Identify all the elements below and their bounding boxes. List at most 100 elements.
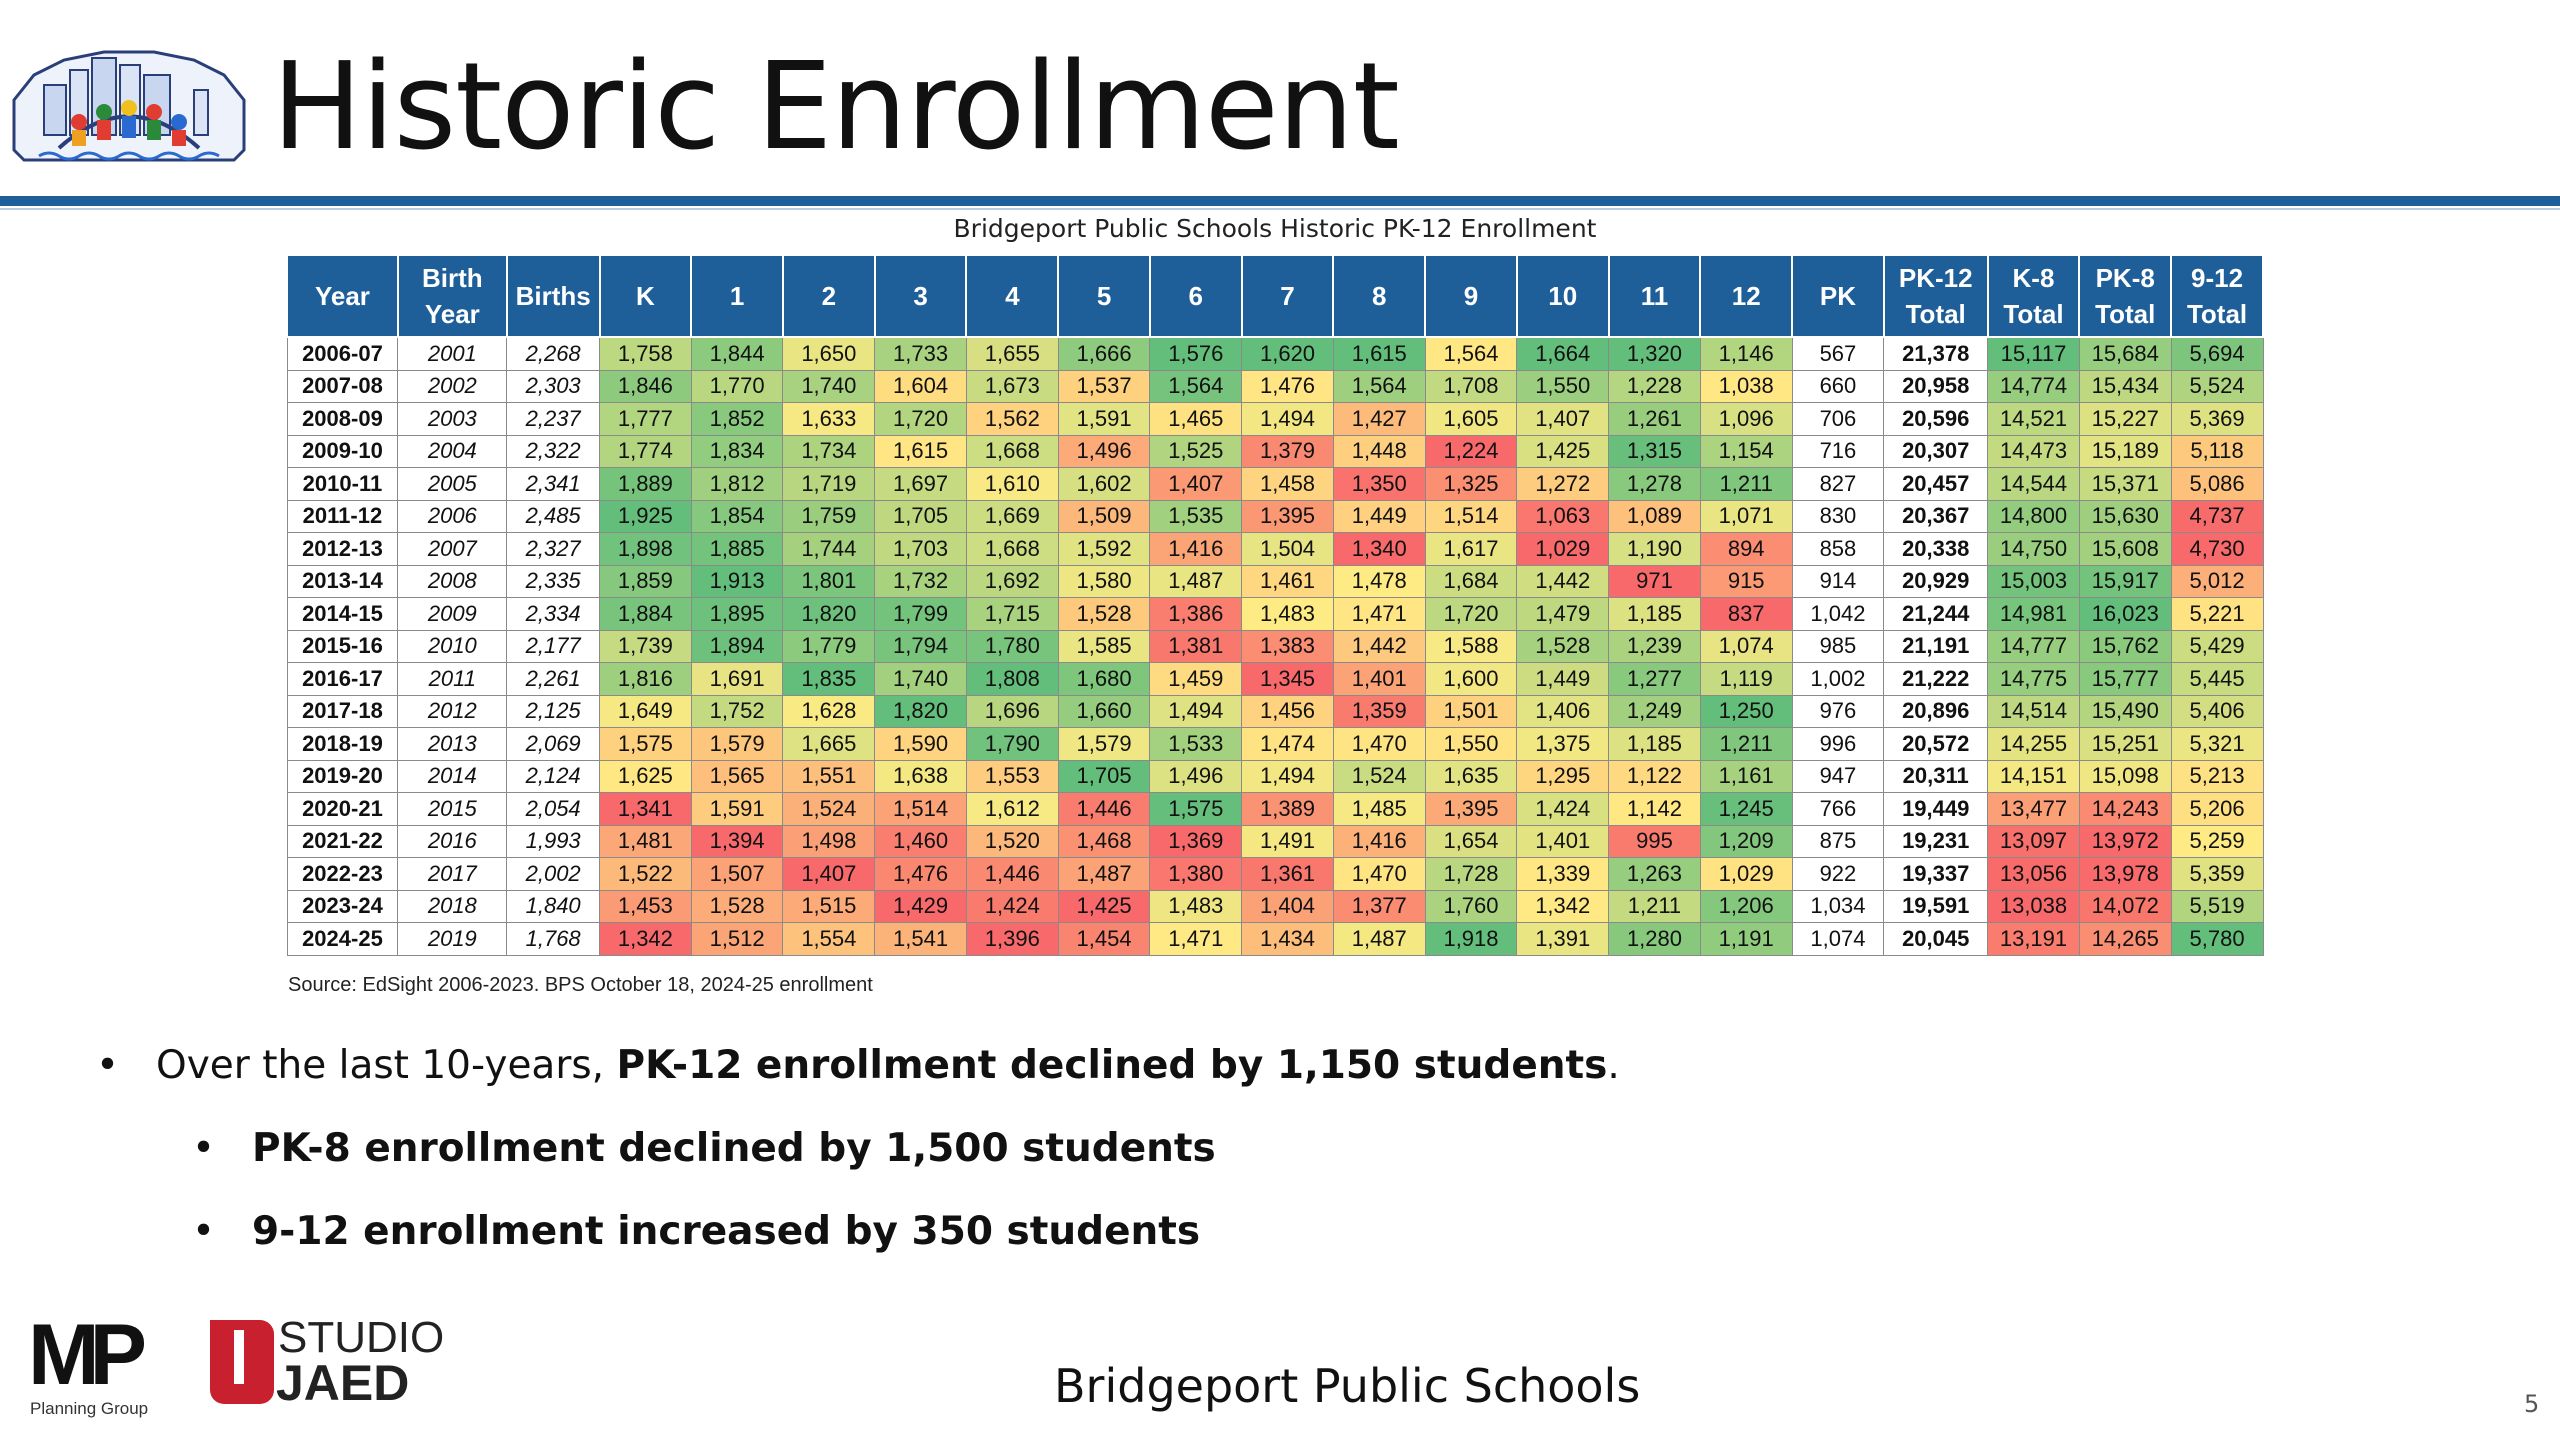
table-cell: 1,476	[1241, 369, 1334, 403]
column-header: 1	[690, 254, 784, 338]
table-cell: 1,720	[874, 402, 967, 436]
table-cell: 1,453	[599, 889, 692, 923]
table-cell: 20,311	[1883, 759, 1989, 793]
table-cell: 1,487	[1057, 857, 1151, 891]
table-cell: 1,491	[1241, 824, 1334, 858]
table-cell: 14,514	[1987, 694, 2080, 728]
table-cell: 894	[1699, 532, 1793, 566]
table-cell: 2016-17	[286, 662, 399, 696]
table-cell: 716	[1791, 434, 1885, 468]
table-cell: 1,154	[1699, 434, 1793, 468]
table-cell: 1,615	[1332, 336, 1426, 371]
table-cell: 1,407	[782, 857, 876, 891]
table-cell: 1,395	[1241, 499, 1334, 533]
table-cell: 5,359	[2170, 857, 2264, 891]
table-cell: 830	[1791, 499, 1885, 533]
footer-organization: Bridgeport Public Schools	[1054, 1359, 1641, 1413]
table-cell: 21,244	[1883, 597, 1989, 631]
table-cell: 1,494	[1149, 694, 1243, 728]
table-cell: 1,434	[1241, 922, 1334, 956]
table-cell: 1,680	[1057, 662, 1151, 696]
table-cell: 1,034	[1791, 889, 1885, 923]
table-row: 2019-20 2014 2,124 1,625 1,565 1,551 1,638 1,55…	[286, 759, 2264, 793]
table-cell: 1,820	[782, 597, 876, 631]
table-cell: 1,846	[599, 369, 692, 403]
table-cell: 1,562	[965, 402, 1059, 436]
table-cell: 1,074	[1791, 922, 1885, 956]
table-cell: 915	[1699, 564, 1793, 598]
bullet-dot: •	[96, 1043, 120, 1088]
table-row: 2021-22 2016 1,993 1,481 1,394 1,498 1,460 1,52…	[286, 824, 2264, 858]
table-cell: 1,801	[782, 564, 876, 598]
column-header: PK	[1791, 254, 1885, 338]
table-cell: 2,124	[506, 759, 601, 793]
table-cell: 1,228	[1608, 369, 1701, 403]
table-cell: 20,338	[1883, 532, 1989, 566]
table-cell: 14,521	[1987, 402, 2080, 436]
table-cell: 1,496	[1057, 434, 1151, 468]
table-cell: 13,972	[2078, 824, 2172, 858]
table-cell: 1,808	[965, 662, 1059, 696]
table-cell: 1,628	[782, 694, 876, 728]
bullet-text-emphasis: PK-12 enrollment declined by 1,150 stude…	[616, 1043, 1608, 1088]
table-cell: 1,835	[782, 662, 876, 696]
table-cell: 1,666	[1057, 336, 1151, 371]
table-cell: 1,263	[1608, 857, 1701, 891]
table-cell: 2,125	[506, 694, 601, 728]
table-cell: 2,069	[506, 727, 601, 761]
table-cell: 1,465	[1149, 402, 1243, 436]
column-header: 5	[1057, 254, 1151, 338]
table-cell: 2,341	[506, 467, 601, 501]
table-cell: 1,576	[1149, 336, 1243, 371]
table-cell: 15,227	[2078, 402, 2172, 436]
table-cell: 1,446	[965, 857, 1059, 891]
table-cell: 5,221	[2170, 597, 2264, 631]
table-cell: 1,777	[599, 402, 692, 436]
table-cell: 1,029	[1699, 857, 1793, 891]
table-cell: 1,799	[874, 597, 967, 631]
column-header: 9	[1424, 254, 1518, 338]
table-cell: 706	[1791, 402, 1885, 436]
table-cell: 1,575	[599, 727, 692, 761]
table-cell: 2011	[397, 662, 508, 696]
table-cell: 1,407	[1149, 467, 1243, 501]
table-cell: 1,380	[1149, 857, 1243, 891]
table-cell: 1,925	[599, 499, 692, 533]
table-row: 2016-17 2011 2,261 1,816 1,691 1,835 1,740 1,80…	[286, 662, 2264, 696]
table-cell: 1,579	[1057, 727, 1151, 761]
table-cell: 1,442	[1332, 629, 1426, 663]
table-cell: 1,705	[874, 499, 967, 533]
table-row: 2012-13 2007 2,327 1,898 1,885 1,744 1,703 1,66…	[286, 532, 2264, 566]
table-cell: 1,119	[1699, 662, 1793, 696]
table-cell: 1,898	[599, 532, 692, 566]
table-cell: 1,375	[1516, 727, 1610, 761]
source-note: Source: EdSight 2006-2023. BPS October 1…	[288, 974, 873, 996]
table-cell: 1,705	[1057, 759, 1151, 793]
table-cell: 1,592	[1057, 532, 1151, 566]
table-cell: 2,303	[506, 369, 601, 403]
table-cell: 13,097	[1987, 824, 2080, 858]
table-cell: 1,485	[1332, 792, 1426, 826]
table-cell: 1,471	[1332, 597, 1426, 631]
table-cell: 2022-23	[286, 857, 399, 891]
table-cell: 2021-22	[286, 824, 399, 858]
table-cell: 1,565	[690, 759, 784, 793]
column-header: 3	[873, 254, 968, 338]
table-cell: 15,490	[2078, 694, 2172, 728]
table-cell: 20,457	[1883, 467, 1989, 501]
table-cell: 976	[1791, 694, 1885, 728]
table-cell: 2,237	[506, 402, 601, 436]
table-cell: 1,692	[965, 564, 1059, 598]
bullet-pk8-summary: • PK-8 enrollment declined by 1,500 stude…	[192, 1125, 1216, 1173]
table-cell: 1,665	[782, 727, 876, 761]
table-cell: 1,894	[690, 629, 784, 663]
table-cell: 15,630	[2078, 499, 2172, 533]
table-cell: 1,185	[1608, 727, 1701, 761]
table-cell: 15,917	[2078, 564, 2172, 598]
table-cell: 1,498	[782, 824, 876, 858]
table-cell: 1,315	[1608, 434, 1701, 468]
table-cell: 1,071	[1699, 499, 1793, 533]
table-cell: 1,350	[1332, 467, 1426, 501]
table-cell: 1,554	[782, 922, 876, 956]
table-cell: 1,885	[690, 532, 784, 566]
